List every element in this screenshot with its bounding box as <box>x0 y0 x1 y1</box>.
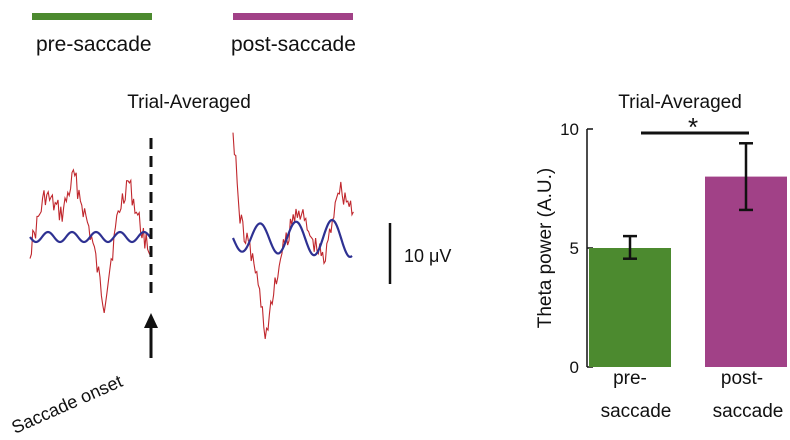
y-tick-label: 0 <box>570 358 579 377</box>
scale-bar-label: 10 μV <box>404 246 451 266</box>
y-tick-label: 10 <box>560 120 579 139</box>
legend-pre-swatch <box>32 13 152 20</box>
error-bar-post <box>739 142 753 212</box>
y-tick-label: 5 <box>570 239 579 258</box>
traces-title: Trial-Averaged <box>127 92 251 113</box>
post-theta-trace <box>231 218 353 259</box>
post-raw-trace <box>232 132 354 339</box>
chart-title: Trial-Averaged <box>618 92 742 113</box>
legend-post-swatch <box>233 13 353 20</box>
y-axis-label: Theta power (A.U.) <box>535 168 556 329</box>
traces-panel: Trial-Averaged Saccade onset 10 μV <box>8 92 451 438</box>
bar-pre-saccade <box>589 248 671 367</box>
saccade-onset-label: Saccade onset <box>8 371 125 438</box>
bar-chart: Trial-Averaged Theta power (A.U.) 0 5 10 *… <box>535 92 787 422</box>
saccade-arrow-head <box>144 313 158 328</box>
significance-star: * <box>688 112 698 142</box>
legend-post-label: post-saccade <box>231 33 356 56</box>
pre-theta-trace <box>29 230 152 244</box>
error-bar-pre <box>623 234 637 260</box>
x-tick-pre-line1: pre- <box>613 368 647 389</box>
x-tick-post-line2: saccade <box>713 401 784 422</box>
x-tick-pre-line2: saccade <box>601 401 672 422</box>
x-tick-post-line1: post- <box>721 368 763 389</box>
pre-raw-trace <box>29 168 151 313</box>
legend: pre-saccade post-saccade <box>32 13 356 56</box>
legend-pre-label: pre-saccade <box>36 33 152 56</box>
